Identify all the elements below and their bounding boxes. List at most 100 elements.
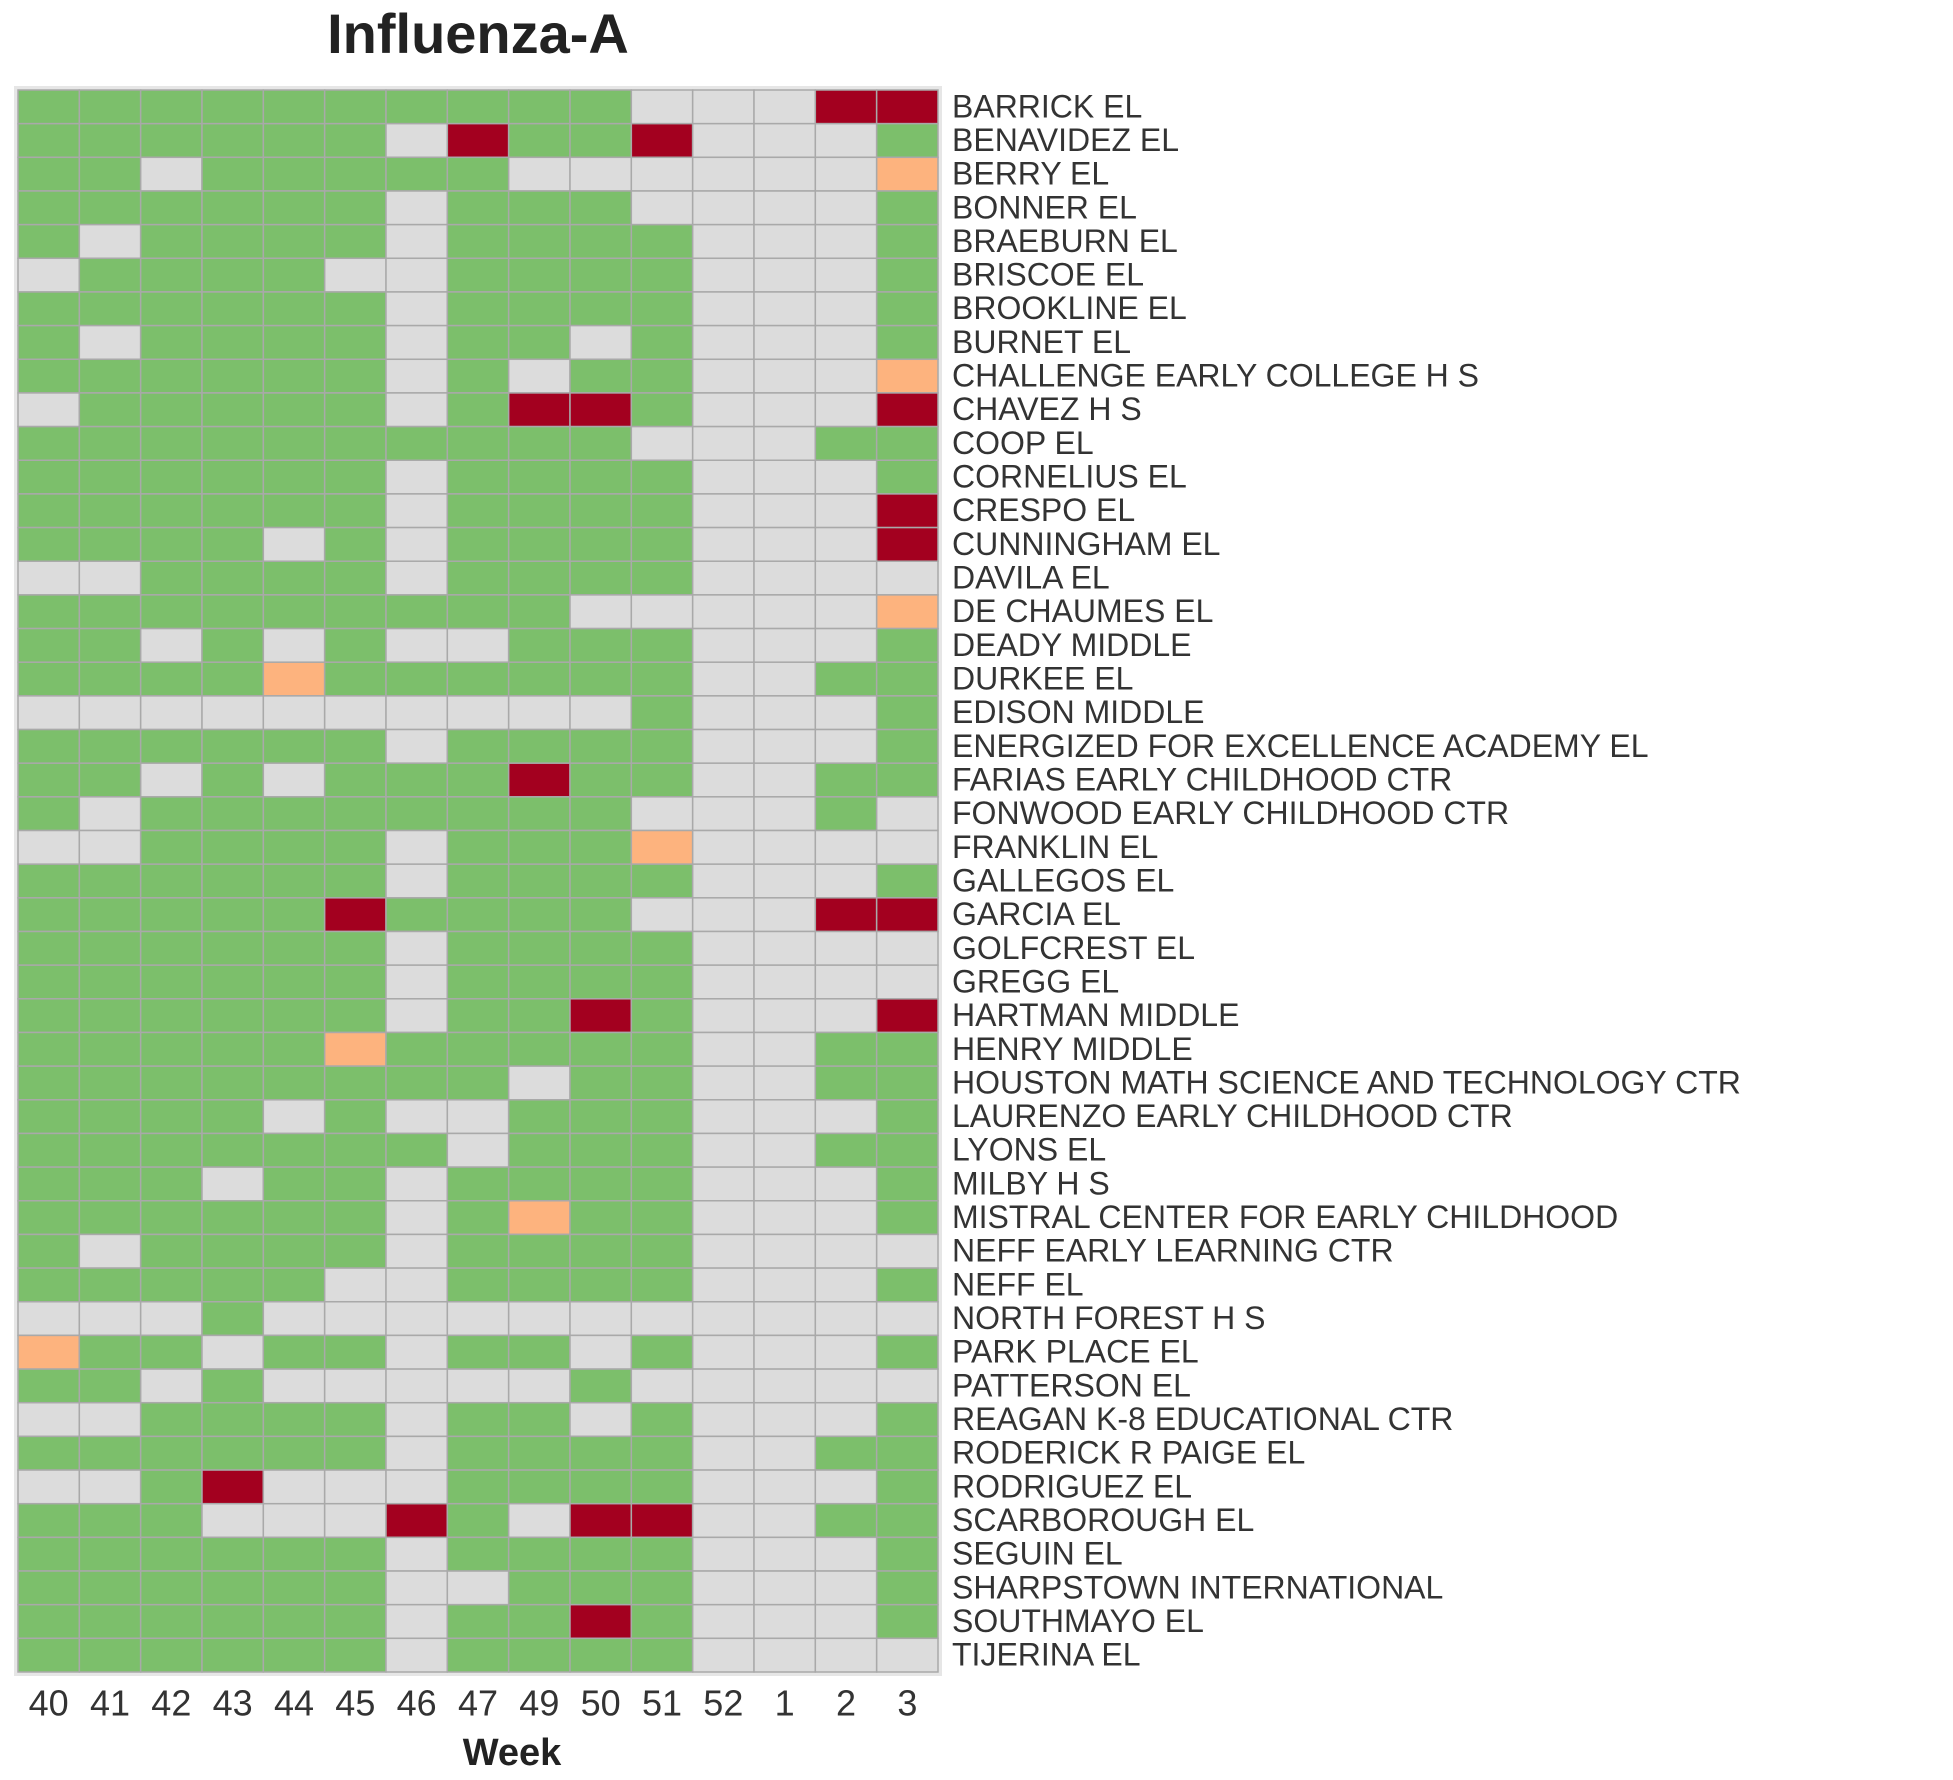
heatmap-cell — [446, 695, 510, 731]
heatmap-cell — [201, 930, 265, 966]
heatmap-cell — [814, 1132, 878, 1168]
heatmap-cell — [78, 358, 142, 394]
row-label: HENRY MIDDLE — [952, 1031, 1193, 1067]
heatmap-cell — [201, 762, 265, 798]
heatmap-cell — [753, 493, 817, 529]
heatmap-cell — [569, 695, 633, 731]
heatmap-cell — [875, 998, 939, 1034]
heatmap-cell — [569, 1267, 633, 1303]
heatmap-cell — [875, 493, 939, 529]
heatmap-cell — [691, 728, 755, 764]
heatmap-cell — [507, 1637, 571, 1673]
row-label: NEFF EL — [952, 1266, 1084, 1302]
row-label: HOUSTON MATH SCIENCE AND TECHNOLOGY CTR — [952, 1064, 1741, 1100]
heatmap-cell — [323, 1637, 387, 1673]
heatmap-cell — [262, 1435, 326, 1471]
heatmap-cell — [446, 223, 510, 260]
heatmap-cell — [385, 358, 449, 394]
heatmap-cell — [446, 1233, 510, 1269]
heatmap-cell — [139, 1637, 203, 1673]
heatmap-cell — [17, 1435, 81, 1471]
heatmap-cell — [446, 762, 510, 798]
heatmap-cell — [507, 1401, 571, 1438]
heatmap-cell — [630, 291, 694, 327]
heatmap-cell — [814, 89, 878, 125]
row-label: FARIAS EARLY CHILDHOOD CTR — [952, 761, 1452, 797]
heatmap-cell — [691, 89, 755, 125]
heatmap-cell — [814, 998, 878, 1034]
heatmap-cell — [875, 1603, 939, 1640]
heatmap-cell — [814, 1233, 878, 1269]
heatmap-cell — [139, 156, 203, 192]
heatmap-cell — [507, 1200, 571, 1236]
x-tick-label: 50 — [581, 1683, 621, 1724]
heatmap-cell — [507, 1435, 571, 1471]
heatmap-cell — [323, 1603, 387, 1640]
heatmap-cell — [78, 930, 142, 966]
heatmap-cell — [201, 627, 265, 663]
heatmap-cell — [875, 897, 939, 933]
heatmap-cell — [814, 829, 878, 865]
heatmap-cell — [569, 1200, 633, 1236]
heatmap-cell — [262, 695, 326, 731]
heatmap-cell — [201, 1300, 265, 1337]
heatmap-cell — [78, 1368, 142, 1404]
heatmap-cell — [569, 1536, 633, 1572]
heatmap-cell — [753, 1603, 817, 1640]
heatmap-cell — [262, 998, 326, 1034]
heatmap-cell — [78, 1065, 142, 1101]
heatmap-cell — [814, 594, 878, 630]
heatmap-cell — [139, 897, 203, 933]
heatmap-cell — [691, 1368, 755, 1404]
heatmap-cell — [507, 897, 571, 933]
heatmap-cell — [446, 728, 510, 764]
heatmap-cell — [139, 324, 203, 361]
heatmap-cell — [385, 560, 449, 596]
heatmap-cell — [323, 1401, 387, 1438]
heatmap-cell — [262, 796, 326, 832]
heatmap-cell — [323, 863, 387, 899]
heatmap-cell — [875, 863, 939, 899]
heatmap-cell — [446, 1200, 510, 1236]
heatmap-cell — [814, 1570, 878, 1606]
row-label: CORNELIUS EL — [952, 459, 1187, 495]
heatmap-cell — [630, 1637, 694, 1673]
heatmap-cell — [630, 1334, 694, 1370]
heatmap-cell — [446, 1334, 510, 1370]
heatmap-cell — [385, 762, 449, 798]
heatmap-cell — [507, 1334, 571, 1370]
heatmap-cell — [139, 1233, 203, 1269]
heatmap-cell — [78, 762, 142, 798]
heatmap-cell — [753, 1401, 817, 1438]
heatmap-cell — [630, 1132, 694, 1168]
heatmap-cell — [201, 358, 265, 394]
heatmap-cell — [875, 661, 939, 697]
heatmap-cell — [78, 796, 142, 832]
heatmap-cell — [201, 1637, 265, 1673]
heatmap-cell — [201, 897, 265, 933]
heatmap-cell — [323, 560, 387, 596]
heatmap-cell — [17, 1200, 81, 1236]
heatmap-cell — [17, 89, 81, 125]
heatmap-cell — [78, 897, 142, 933]
row-label: EDISON MIDDLE — [952, 694, 1204, 730]
heatmap-cell — [814, 897, 878, 933]
heatmap-cell — [385, 459, 449, 495]
heatmap-cell — [385, 1200, 449, 1236]
heatmap-cell — [753, 190, 817, 226]
heatmap-cell — [814, 324, 878, 361]
heatmap-cell — [78, 425, 142, 462]
heatmap-cell — [446, 1166, 510, 1202]
heatmap-cell — [630, 1233, 694, 1269]
heatmap-cell — [630, 526, 694, 562]
heatmap-cell — [201, 1233, 265, 1269]
heatmap-cell — [569, 257, 633, 293]
heatmap-cell — [446, 1469, 510, 1505]
heatmap-cell — [17, 526, 81, 562]
heatmap-cell — [78, 661, 142, 697]
heatmap-cell — [630, 89, 694, 125]
heatmap-cell — [201, 89, 265, 125]
heatmap-cell — [78, 89, 142, 125]
row-label: BRAEBURN EL — [952, 223, 1178, 259]
heatmap-cell — [323, 1368, 387, 1404]
